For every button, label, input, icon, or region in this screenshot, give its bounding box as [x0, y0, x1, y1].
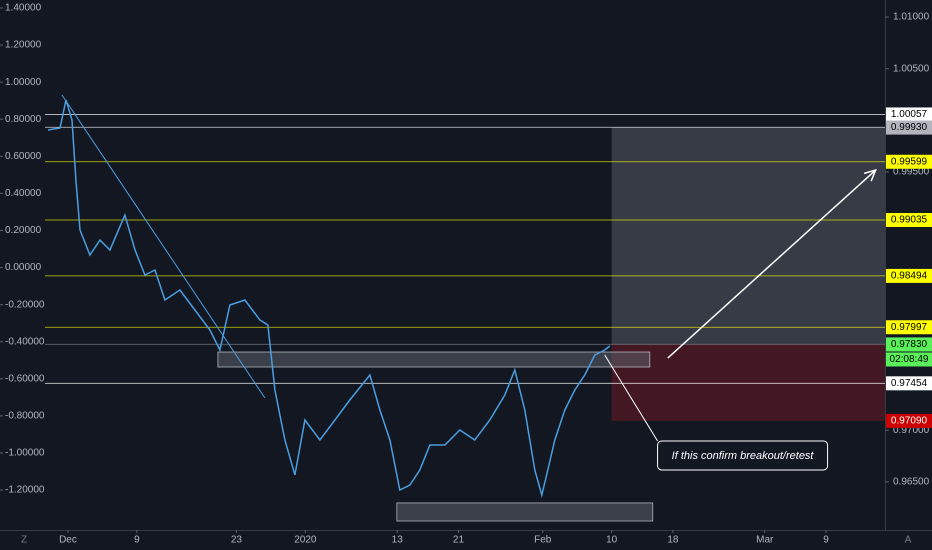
y2-tick-label: -0.20000 [5, 299, 45, 310]
price-tag-label: 0.98494 [891, 271, 928, 282]
y-tick-label: 0.96500 [893, 477, 930, 488]
price-tag [886, 337, 932, 352]
y2-tick-label: 1.00000 [5, 77, 42, 88]
y2-tick-label: 1.20000 [5, 40, 42, 51]
annotation-text: If this confirm breakout/retest [672, 450, 815, 462]
trendline [61, 94, 266, 399]
x-tick-label: 9 [823, 535, 829, 546]
price-tag-label: 0.97090 [891, 416, 928, 427]
arrow-head [863, 168, 877, 182]
price-tag [886, 213, 932, 228]
arrow [667, 169, 877, 359]
price-tag [886, 120, 932, 135]
price-tag [886, 154, 932, 169]
y2-tick-label: 0.60000 [5, 151, 42, 162]
x-tick-label: 10 [606, 535, 618, 546]
y2-tick-label: -0.80000 [5, 411, 45, 422]
annotation-pointer [604, 354, 659, 442]
corner-icon: A [905, 535, 912, 546]
x-tick-label: Mar [756, 535, 774, 546]
price-line [47, 99, 611, 498]
y2-tick-label: 0.80000 [5, 114, 42, 125]
y2-tick-label: -0.40000 [5, 336, 45, 347]
countdown: 02:08:49 [890, 354, 929, 365]
zone [217, 351, 651, 368]
price-tag-label: 0.99930 [891, 122, 928, 133]
x-tick-label: Dec [59, 535, 77, 546]
price-tag-label: 0.97830 [891, 339, 928, 350]
price-tag [886, 376, 932, 391]
price-tag-label: 0.99599 [891, 156, 928, 167]
x-tick-label: 2020 [294, 535, 317, 546]
price-tag [886, 268, 932, 283]
corner-icon: Z [21, 535, 27, 546]
annotation-box [657, 440, 829, 471]
y-tick-label: 0.97000 [893, 425, 930, 436]
price-tag [886, 320, 932, 335]
zone [611, 344, 885, 421]
zone [611, 127, 885, 345]
countdown-bg [886, 352, 932, 367]
x-tick-label: Feb [534, 535, 552, 546]
y-tick-label: 0.99500 [893, 167, 930, 178]
y2-tick-label: -1.00000 [5, 448, 45, 459]
price-tag [886, 107, 932, 122]
x-tick-label: 13 [392, 535, 404, 546]
y-tick-label: 1.00500 [893, 63, 930, 74]
x-tick-label: 9 [134, 535, 140, 546]
price-tag-label: 0.97454 [891, 378, 928, 389]
price-tag-label: 1.00057 [891, 109, 928, 120]
y2-tick-label: 0.40000 [5, 188, 42, 199]
y2-tick-label: -1.20000 [5, 485, 45, 496]
price-tag-label: 0.97997 [891, 322, 928, 333]
bottom-axis [0, 530, 932, 550]
y2-tick-label: 1.40000 [5, 3, 42, 14]
price-tag-label: 0.99035 [891, 215, 928, 226]
y-tick-label: 1.01000 [893, 12, 930, 23]
y2-tick-label: -0.60000 [5, 373, 45, 384]
y2-tick-label: 0.20000 [5, 225, 42, 236]
y2-tick-label: 0.00000 [5, 262, 42, 273]
zone [396, 502, 654, 522]
price-tag [886, 413, 932, 428]
x-tick-label: 18 [667, 535, 679, 546]
x-tick-label: 23 [231, 535, 243, 546]
x-tick-label: 21 [453, 535, 465, 546]
